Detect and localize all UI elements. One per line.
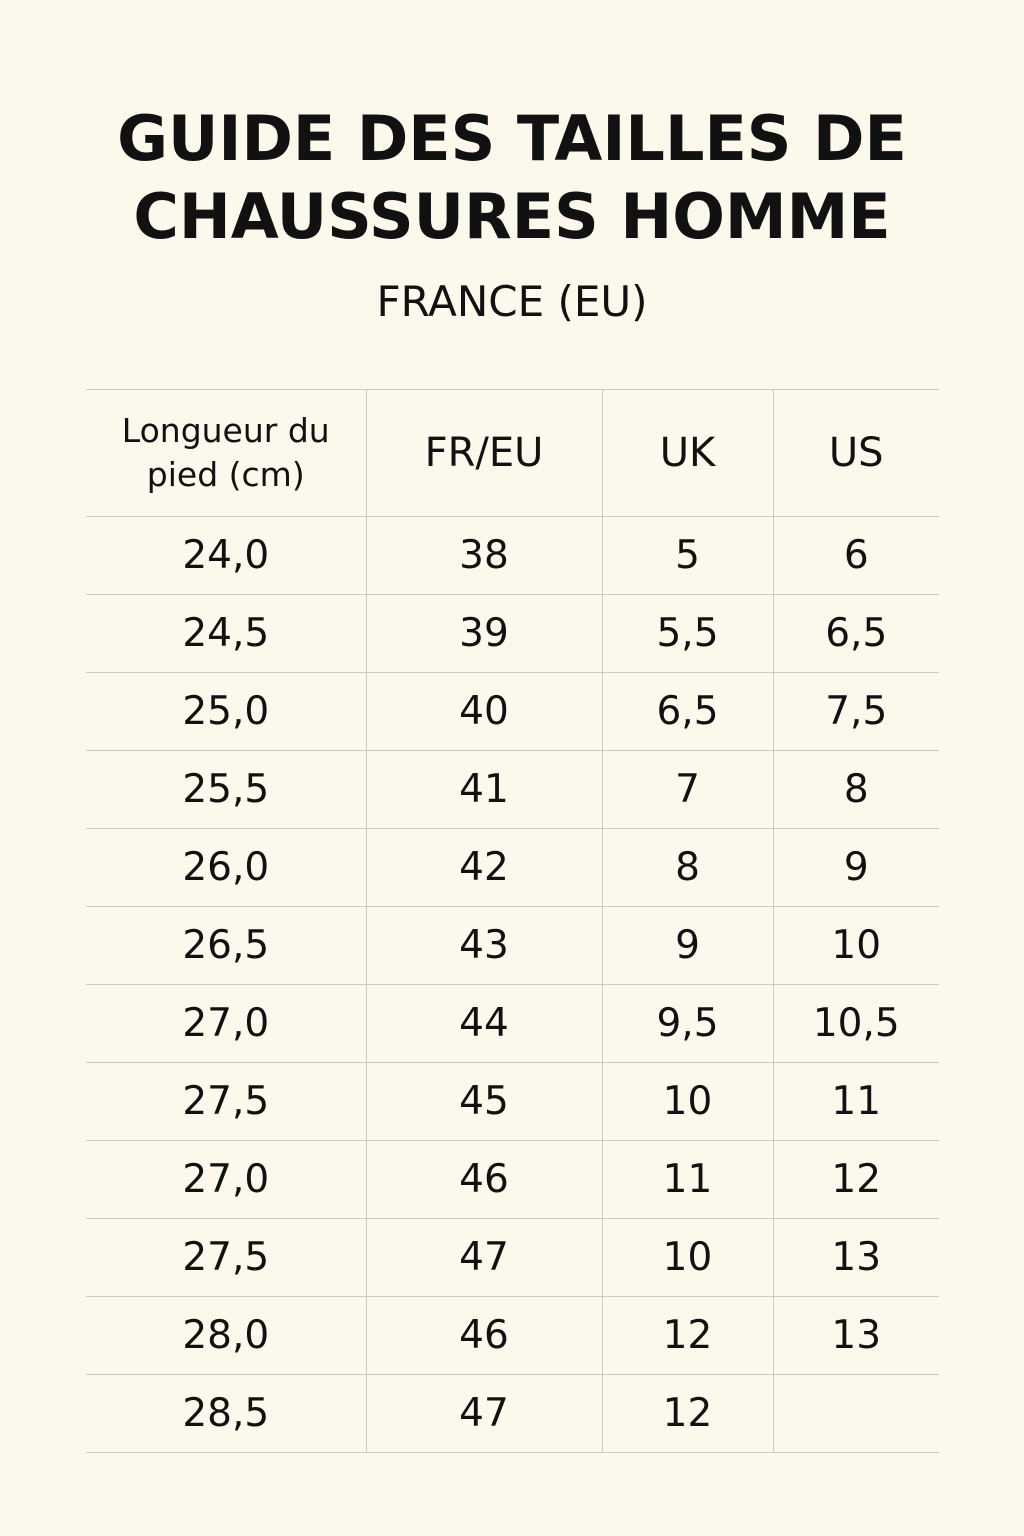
uk-cell: 9,5 <box>601 984 774 1063</box>
table-row: 27,5 47 10 13 <box>86 1218 939 1297</box>
us-cell: 6 <box>772 516 939 595</box>
foot-length-cell: 24,5 <box>86 594 367 673</box>
uk-cell: 10 <box>601 1062 774 1141</box>
us-cell: 7,5 <box>772 672 939 751</box>
foot-length-cell: 27,5 <box>86 1218 367 1297</box>
table-row: 28,5 47 12 <box>86 1374 939 1453</box>
fr-eu-cell: 47 <box>365 1374 603 1453</box>
uk-cell: 7 <box>601 750 774 829</box>
table-row: 27,0 44 9,5 10,5 <box>86 984 939 1063</box>
uk-cell: 5,5 <box>601 594 774 673</box>
table-row: 24,5 39 5,5 6,5 <box>86 594 939 673</box>
table-row: 27,0 46 11 12 <box>86 1140 939 1219</box>
us-cell: 9 <box>772 828 939 907</box>
table-row: 27,5 45 10 11 <box>86 1062 939 1141</box>
uk-cell: 6,5 <box>601 672 774 751</box>
table-row: 26,0 42 8 9 <box>86 828 939 907</box>
uk-cell: 11 <box>601 1140 774 1219</box>
fr-eu-cell: 43 <box>365 906 603 985</box>
fr-eu-cell: 44 <box>365 984 603 1063</box>
fr-eu-cell: 47 <box>365 1218 603 1297</box>
uk-cell: 8 <box>601 828 774 907</box>
fr-eu-cell: 42 <box>365 828 603 907</box>
table-row: 26,5 43 9 10 <box>86 906 939 985</box>
size-table: Longueur du pied (cm) FR/EU UK US 24,0 38… <box>86 389 939 1453</box>
foot-length-cell: 24,0 <box>86 516 367 595</box>
us-cell: 6,5 <box>772 594 939 673</box>
page-title: GUIDE DES TAILLES DE CHAUSSURES HOMME <box>0 100 1024 256</box>
table-header-row: Longueur du pied (cm) FR/EU UK US <box>86 389 939 517</box>
foot-length-cell: 28,0 <box>86 1296 367 1375</box>
size-table-body: 24,0 38 5 6 24,5 39 5,5 6,5 25,0 40 6,5 7,5 25,5 41 7 8… <box>86 516 939 1453</box>
table-row: 25,5 41 7 8 <box>86 750 939 829</box>
foot-length-cell: 27,5 <box>86 1062 367 1141</box>
foot-length-cell: 25,0 <box>86 672 367 751</box>
column-header-fr-eu: FR/EU <box>365 389 603 517</box>
fr-eu-cell: 40 <box>365 672 603 751</box>
us-cell: 10 <box>772 906 939 985</box>
foot-length-cell: 28,5 <box>86 1374 367 1453</box>
title-line-1: GUIDE DES TAILLES DE <box>117 102 907 175</box>
us-cell: 12 <box>772 1140 939 1219</box>
table-row: 25,0 40 6,5 7,5 <box>86 672 939 751</box>
foot-length-cell: 26,0 <box>86 828 367 907</box>
uk-cell: 5 <box>601 516 774 595</box>
us-cell <box>772 1374 939 1453</box>
table-row: 24,0 38 5 6 <box>86 516 939 595</box>
page-subtitle: FRANCE (EU) <box>376 277 648 326</box>
fr-eu-cell: 38 <box>365 516 603 595</box>
column-header-foot-length: Longueur du pied (cm) <box>86 389 367 517</box>
fr-eu-cell: 45 <box>365 1062 603 1141</box>
uk-cell: 9 <box>601 906 774 985</box>
title-line-2: CHAUSSURES HOMME <box>133 180 891 253</box>
uk-cell: 12 <box>601 1296 774 1375</box>
us-cell: 13 <box>772 1218 939 1297</box>
fr-eu-cell: 39 <box>365 594 603 673</box>
foot-length-cell: 27,0 <box>86 1140 367 1219</box>
fr-eu-cell: 46 <box>365 1140 603 1219</box>
us-cell: 8 <box>772 750 939 829</box>
us-cell: 10,5 <box>772 984 939 1063</box>
column-header-us: US <box>772 389 939 517</box>
us-cell: 11 <box>772 1062 939 1141</box>
uk-cell: 12 <box>601 1374 774 1453</box>
uk-cell: 10 <box>601 1218 774 1297</box>
table-row: 28,0 46 12 13 <box>86 1296 939 1375</box>
column-header-uk: UK <box>601 389 774 517</box>
foot-length-cell: 25,5 <box>86 750 367 829</box>
us-cell: 13 <box>772 1296 939 1375</box>
fr-eu-cell: 46 <box>365 1296 603 1375</box>
fr-eu-cell: 41 <box>365 750 603 829</box>
foot-length-cell: 26,5 <box>86 906 367 985</box>
foot-length-cell: 27,0 <box>86 984 367 1063</box>
